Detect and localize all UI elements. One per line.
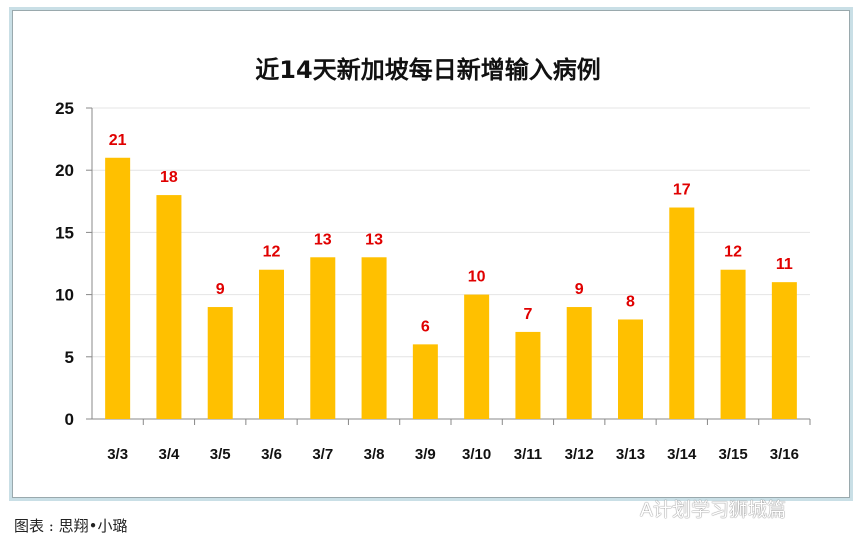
- bar: [259, 269, 284, 419]
- data-label: 13: [365, 231, 383, 248]
- x-tick-label: 3/9: [415, 446, 436, 463]
- data-label: 9: [216, 281, 225, 298]
- chart-title: 近14天新加坡每日新增输入病例: [255, 56, 601, 84]
- y-tick-label: 25: [55, 99, 74, 118]
- data-label: 10: [468, 269, 486, 286]
- data-label: 8: [626, 293, 635, 310]
- x-tick-label: 3/3: [107, 446, 128, 463]
- x-tick-label: 3/6: [261, 446, 282, 463]
- x-tick-label: 3/8: [364, 446, 385, 463]
- x-tick-label: 3/14: [667, 446, 697, 463]
- bar: [361, 257, 387, 419]
- bar: [156, 195, 182, 419]
- y-tick-label: 20: [55, 161, 74, 180]
- x-tick-label: 3/10: [462, 446, 491, 463]
- bar: [669, 207, 695, 419]
- data-label: 12: [263, 244, 281, 261]
- data-label: 9: [575, 281, 584, 298]
- data-label: 12: [724, 244, 742, 261]
- bar: [105, 157, 131, 419]
- bar: [207, 307, 233, 419]
- data-label: 18: [160, 169, 178, 186]
- bar: [566, 307, 592, 419]
- data-label: 13: [314, 231, 332, 248]
- data-label: 11: [776, 256, 793, 273]
- data-label: 6: [421, 318, 430, 335]
- bar: [515, 331, 541, 419]
- watermark: A计划学习狮城篇: [640, 499, 786, 521]
- x-tick-label: 3/4: [158, 446, 180, 463]
- y-tick-label: 0: [65, 410, 74, 429]
- data-label: 21: [109, 132, 127, 149]
- bar: [771, 282, 797, 419]
- x-tick-label: 3/5: [210, 446, 231, 463]
- bar: [464, 294, 490, 419]
- data-label: 7: [523, 306, 532, 323]
- data-label: 17: [673, 182, 691, 199]
- y-tick-label: 15: [55, 223, 74, 242]
- bar: [720, 269, 746, 419]
- x-tick-label: 3/11: [514, 446, 542, 463]
- bar: [618, 319, 643, 419]
- bar: [412, 344, 438, 419]
- x-tick-label: 3/15: [718, 446, 747, 463]
- y-tick-label: 5: [65, 348, 74, 367]
- bar: [310, 257, 336, 419]
- y-tick-label: 10: [55, 286, 74, 305]
- caption: 图表 : 思翔•小璐: [14, 517, 128, 535]
- x-tick-label: 3/16: [770, 446, 799, 463]
- x-tick-label: 3/12: [565, 446, 594, 463]
- x-tick-label: 3/13: [616, 446, 645, 463]
- x-tick-label: 3/7: [312, 446, 333, 463]
